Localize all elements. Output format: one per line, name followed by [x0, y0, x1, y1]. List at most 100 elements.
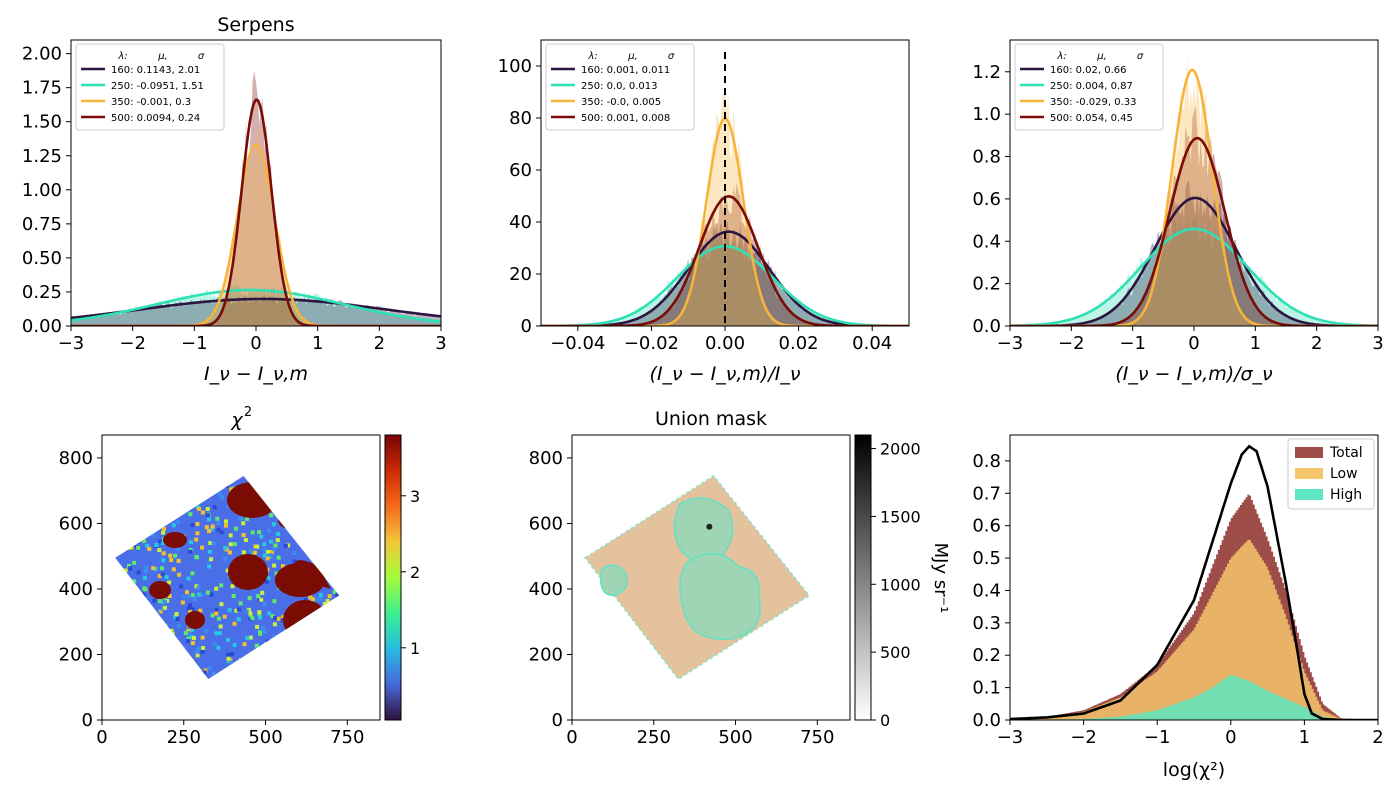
chi2-pixel	[322, 602, 327, 606]
chi2-pixel	[244, 609, 249, 614]
x-axis-label: log(χ²)	[1163, 759, 1225, 781]
chi2-pixel	[151, 533, 156, 538]
legend-entry-250: 250: -0.0951, 1.51	[111, 81, 204, 92]
chi2-pixel	[185, 639, 190, 643]
panel-2: −0.04 −0.02 0.00 0.02 0.04 0 20 40 60 80 100 (I_ν −…	[498, 39, 910, 385]
x-tick-label: −1	[181, 333, 208, 354]
chi2-pixel	[225, 568, 230, 573]
chi2-pixel	[209, 527, 214, 532]
y-tick-label: 800	[59, 448, 93, 469]
legend-box	[545, 43, 695, 131]
chi2-pixel	[233, 526, 238, 531]
chi2-pixel	[318, 593, 323, 597]
chi2-pixel	[292, 559, 297, 564]
chi2-pixel	[236, 617, 241, 622]
colorbar-tick-label: 2	[410, 563, 420, 582]
y-tick-label: 600	[59, 513, 93, 534]
chi2-pixel	[259, 534, 264, 539]
chi2-pixel	[176, 623, 181, 628]
x-tick-label: 250	[167, 727, 201, 748]
mask-high-region	[673, 497, 734, 563]
chi2-pixel	[314, 597, 319, 602]
x-tick-label: 2	[1372, 727, 1383, 748]
chi2-pixel	[226, 652, 231, 657]
legend-header-mu: μ,	[627, 51, 638, 62]
chi2-pixel	[188, 609, 193, 614]
y-tick-label: 40	[509, 212, 532, 233]
y-tick-label: 0.0	[972, 710, 1001, 731]
x-axis-label: (I_ν − I_ν,m)/I_ν	[650, 363, 801, 385]
y-tick-label: 80	[509, 108, 532, 129]
chi2-pixel	[227, 550, 232, 555]
chi2-pixel	[195, 649, 200, 654]
chi2-pixel	[168, 553, 173, 558]
chi2-pixel	[189, 634, 194, 639]
chi2-pixel	[222, 614, 227, 619]
chi2-pixel	[281, 615, 286, 620]
chi2-pixel	[276, 555, 281, 560]
chi2-pixel	[275, 538, 280, 543]
chi2-pixel	[197, 506, 201, 511]
y-tick-label: 0.5	[972, 548, 1001, 569]
chi2-pixel	[254, 643, 259, 648]
chi2-pixel	[280, 618, 285, 623]
x-tick-label: 500	[248, 727, 282, 748]
x-tick-label: −2	[119, 333, 146, 354]
chi2-pixel	[267, 611, 272, 616]
chi2-pixel	[186, 636, 191, 641]
chi2-pixel	[127, 563, 131, 568]
histogram-500	[1010, 106, 1378, 326]
chi2-pixel	[215, 516, 220, 521]
chi2-pixel	[283, 543, 288, 548]
chi2-pixel	[226, 637, 230, 642]
chi2-pixel	[210, 613, 215, 618]
chi2-pixel	[243, 538, 248, 542]
chi2-pixel	[169, 558, 174, 563]
y-tick-label: 60	[509, 160, 532, 181]
chi2-pixel	[190, 523, 195, 528]
x-tick-label: 2	[1311, 333, 1322, 354]
gaussian-fit-250	[71, 288, 441, 323]
gaussian-fit-350	[71, 143, 441, 326]
legend: λ: μ, σ 160: 0.1143, 2.01 250: -0.0951, 1.51…	[75, 43, 225, 131]
chi2-pixel	[185, 590, 189, 595]
chi2-pixel	[228, 660, 233, 665]
chi2-pixel	[128, 566, 133, 571]
chi2-pixel	[174, 612, 179, 617]
x-tick-label: 0	[566, 727, 577, 748]
chi2-pixel	[161, 551, 166, 556]
panel-title-superscript: 2	[244, 405, 252, 420]
legend-entry-350: 350: -0.029, 0.33	[1050, 97, 1137, 108]
chi2-pixel	[192, 636, 196, 641]
legend-swatch-high	[1295, 489, 1323, 500]
chi2-pixel	[171, 523, 176, 528]
chi2-pixel	[245, 516, 250, 521]
y-tick-label: 1.50	[22, 112, 62, 133]
gaussian-fit-500	[1010, 136, 1378, 326]
chi2-pixel	[159, 566, 164, 571]
legend-entry-500: 500: 0.001, 0.008	[581, 113, 670, 124]
chi2-pixel	[219, 583, 224, 588]
legend-swatch-total	[1295, 447, 1323, 458]
chi2-pixel	[264, 579, 269, 584]
y-tick-label: 0.3	[972, 613, 1001, 634]
gaussian-fit-350	[1010, 68, 1378, 326]
chi2-pixel	[234, 608, 239, 613]
chi2-pixel	[195, 653, 200, 658]
legend-header-lambda: λ:	[587, 51, 597, 62]
histogram-350	[71, 126, 441, 326]
y-tick-label: 0.0	[972, 316, 1001, 337]
y-tick-label: 0.2	[972, 645, 1001, 666]
y-tick-label: 1.0	[972, 104, 1001, 125]
x-tick-label: 0	[1188, 333, 1199, 354]
chi2-pixel	[216, 645, 221, 650]
chi2-pixel	[158, 539, 163, 544]
y-tick-label: 200	[59, 644, 93, 665]
legend-entry-500: 500: 0.0094, 0.24	[111, 113, 200, 124]
y-tick-label: 0.4	[972, 231, 1001, 252]
y-tick-label: 0.00	[22, 316, 62, 337]
chi2-pixel	[188, 603, 192, 608]
chi2-pixel	[260, 590, 265, 595]
chi2-pixel	[205, 590, 210, 595]
